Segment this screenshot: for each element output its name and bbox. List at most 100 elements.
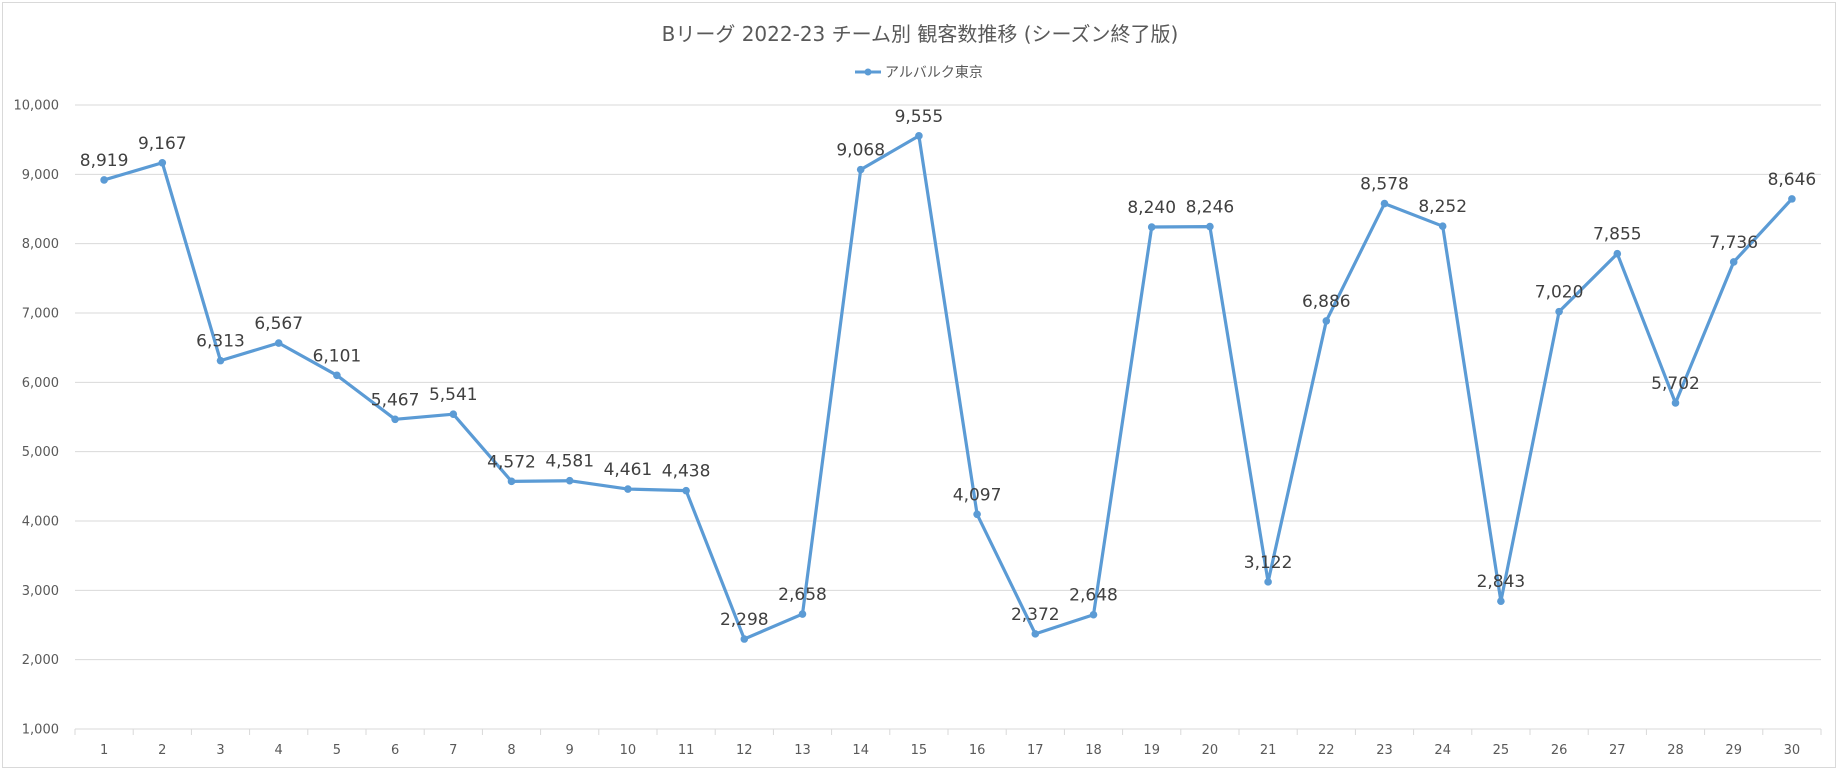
data-label: 2,298: [720, 610, 769, 630]
data-label: 5,467: [371, 390, 420, 410]
data-label: 6,886: [1302, 292, 1351, 312]
data-label: 3,122: [1244, 553, 1293, 573]
x-tick-label: 6: [391, 743, 399, 758]
data-label: 9,167: [138, 134, 187, 154]
x-tick-label: 8: [507, 743, 515, 758]
chart-title: Bリーグ 2022-23 チーム別 観客数推移 (シーズン終了版): [662, 22, 1179, 46]
x-tick-label: 26: [1551, 743, 1568, 758]
data-point: [1031, 630, 1040, 638]
data-point: [1322, 317, 1331, 325]
line-chart: Bリーグ 2022-23 チーム別 観客数推移 (シーズン終了版) アルバルク東…: [14, 22, 1822, 758]
data-label: 2,843: [1477, 572, 1526, 592]
data-point: [1788, 195, 1796, 203]
y-axis: 1,000 2,000 3,000 4,000 5,000 6,000 7,000 8,000…: [14, 99, 60, 738]
data-point: [333, 371, 341, 380]
data-label: 2,648: [1069, 586, 1118, 606]
y-tick-label: 9,000: [22, 168, 59, 183]
x-tick-label: 16: [969, 743, 986, 758]
data-label-layer: 8,919 9,167 6,313 6,567 6,101 5,467 5,541 4,572…: [80, 107, 1816, 630]
x-tick-label: 20: [1202, 743, 1219, 758]
data-label: 5,702: [1651, 374, 1700, 394]
x-tick-label: 11: [678, 743, 695, 758]
data-label: 6,101: [313, 346, 362, 366]
data-point: [624, 485, 632, 493]
x-tick-label: 1: [100, 743, 108, 758]
data-point: [1497, 597, 1505, 606]
data-label: 4,572: [487, 452, 536, 472]
legend: アルバルク東京: [855, 65, 983, 81]
data-point: [391, 415, 399, 424]
data-point: [1264, 578, 1272, 586]
x-tick-label: 21: [1260, 743, 1277, 758]
data-point: [1438, 222, 1447, 230]
data-label: 8,240: [1127, 198, 1176, 218]
data-point: [158, 158, 167, 167]
data-label: 7,736: [1709, 233, 1758, 253]
grid-layer: [75, 104, 1821, 730]
data-label: 9,555: [895, 107, 944, 127]
y-tick-label: 6,000: [22, 376, 59, 391]
series-layer: [100, 132, 1796, 643]
x-tick-label: 24: [1434, 743, 1451, 758]
data-label: 7,855: [1593, 225, 1642, 245]
x-tick-label: 18: [1085, 743, 1102, 758]
y-tick-label: 4,000: [22, 515, 59, 530]
data-label: 4,461: [604, 460, 653, 480]
data-point: [856, 165, 865, 174]
data-point: [1380, 199, 1389, 208]
data-point: [798, 610, 807, 618]
x-tick-label: 27: [1609, 743, 1626, 758]
x-tick-label: 5: [333, 743, 341, 758]
data-point: [100, 176, 108, 184]
data-point: [1613, 249, 1622, 258]
data-label: 6,567: [254, 314, 303, 334]
legend-label: アルバルク東京: [885, 65, 983, 81]
data-point: [1671, 399, 1680, 407]
data-point: [1729, 258, 1738, 266]
data-point: [682, 486, 690, 495]
y-tick-label: 2,000: [22, 653, 59, 668]
data-label: 8,252: [1418, 197, 1467, 217]
y-tick-label: 10,000: [14, 99, 60, 114]
data-label: 8,578: [1360, 175, 1409, 195]
data-point: [274, 339, 283, 347]
x-tick-label: 30: [1784, 743, 1801, 758]
data-point: [216, 356, 225, 365]
x-axis: 1 2 3 4 5 6 7 8 9 10 11 12 13 14 15 16 17 18 19 20 21 22 23 24 2…: [74, 729, 1822, 758]
data-label: 2,372: [1011, 605, 1060, 625]
y-tick-label: 7,000: [22, 307, 59, 322]
data-point: [1555, 307, 1563, 316]
data-label: 7,020: [1535, 283, 1584, 303]
series-line: [102, 134, 1794, 641]
x-tick-label: 10: [620, 743, 637, 758]
x-tick-label: 13: [794, 743, 811, 758]
x-tick-label: 14: [852, 743, 869, 758]
data-point: [973, 510, 981, 519]
x-tick-label: 17: [1027, 743, 1044, 758]
y-tick-label: 5,000: [22, 445, 59, 460]
x-tick-label: 23: [1376, 743, 1393, 758]
data-point: [1206, 222, 1214, 231]
x-tick-label: 28: [1667, 743, 1684, 758]
data-label: 8,919: [80, 151, 129, 171]
x-tick-label: 12: [736, 743, 753, 758]
x-tick-label: 15: [911, 743, 928, 758]
x-tick-label: 9: [566, 743, 574, 758]
data-point: [449, 410, 458, 418]
x-tick-label: 7: [449, 743, 457, 758]
data-label: 6,313: [196, 332, 245, 352]
x-tick-label: 2: [158, 743, 166, 758]
data-point: [507, 477, 516, 486]
data-point: [565, 476, 574, 485]
x-tick-label: 4: [275, 743, 283, 758]
y-tick-label: 8,000: [22, 237, 59, 252]
x-tick-label: 22: [1318, 743, 1335, 758]
x-tick-label: 29: [1725, 743, 1742, 758]
data-label: 9,068: [836, 141, 885, 161]
data-label: 8,646: [1768, 170, 1817, 190]
data-point: [1089, 610, 1098, 619]
data-point: [1147, 223, 1156, 231]
data-label: 5,541: [429, 385, 478, 405]
data-point: [740, 635, 749, 643]
